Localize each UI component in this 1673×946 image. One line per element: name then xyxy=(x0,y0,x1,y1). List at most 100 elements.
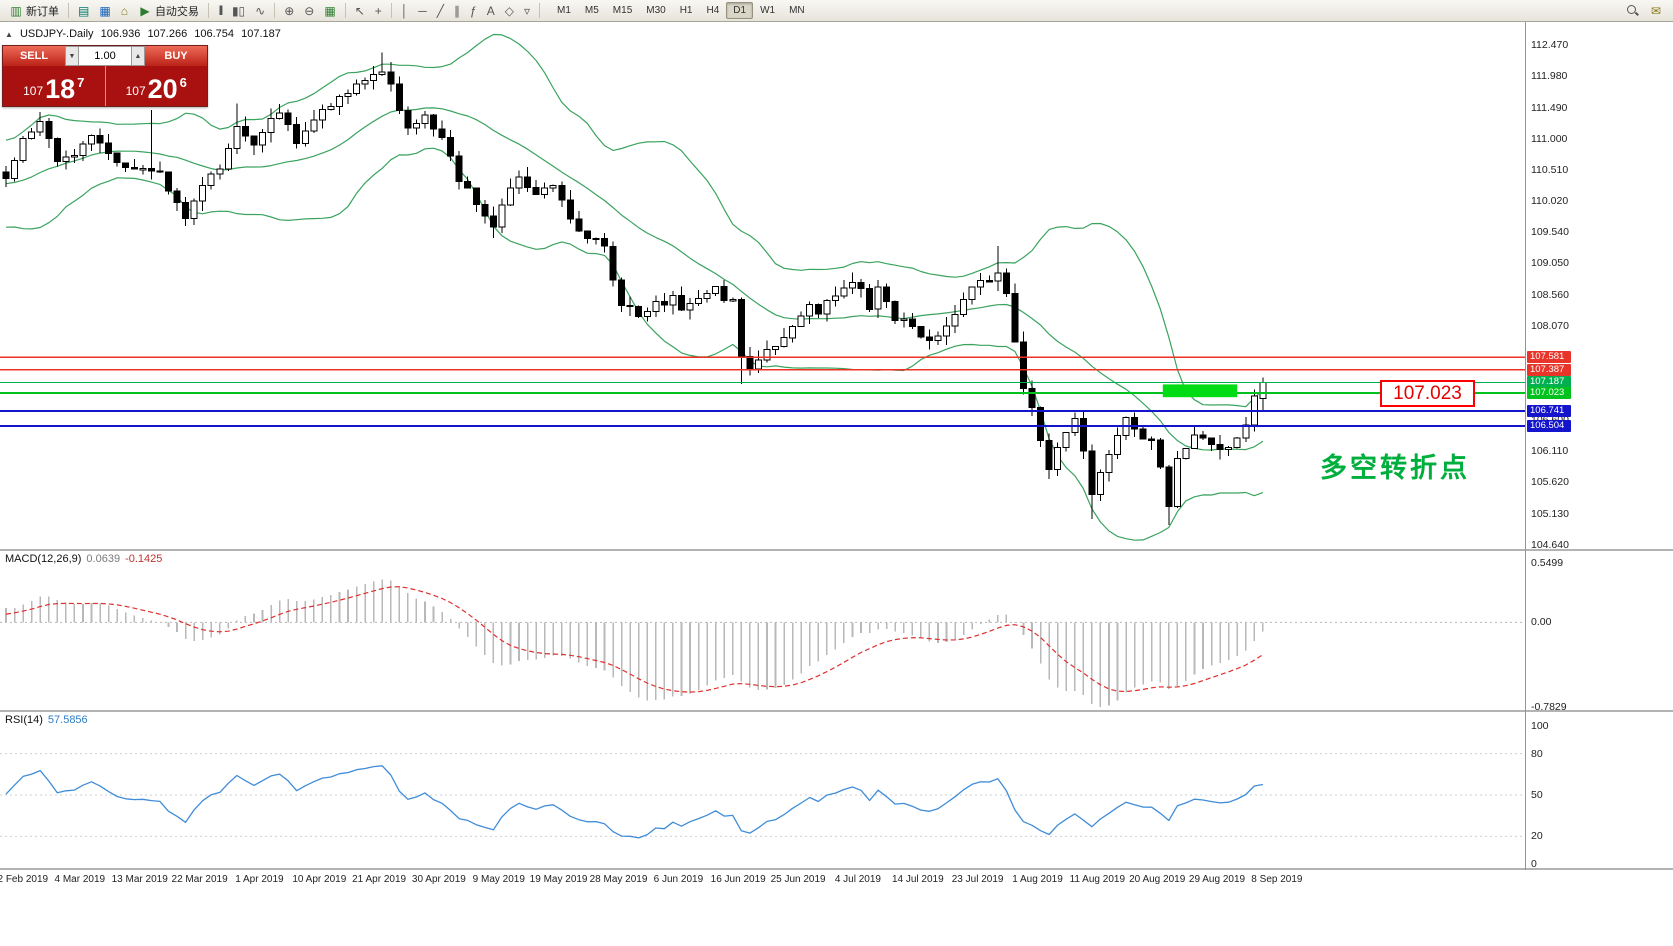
price-axis-label: 109.540 xyxy=(1531,226,1569,239)
collapse-icon[interactable]: ▲ xyxy=(5,30,13,39)
text-tool-icon[interactable]: A xyxy=(486,3,495,18)
arrows-tool-icon[interactable]: ▿ xyxy=(523,3,530,18)
price-axis-label: 104.640 xyxy=(1531,539,1569,551)
mail-icon[interactable]: ✉ xyxy=(1650,3,1662,18)
price-axis: 112.470 111.980 111.490 111.000 110.510 110.0… xyxy=(1526,22,1673,551)
price-annotation-box[interactable]: 107.023 xyxy=(1380,380,1475,407)
price-tag: 106.504 xyxy=(1527,420,1571,432)
data-window-icon[interactable]: ▦ xyxy=(99,3,111,18)
macd-axis-label: 0.5499 xyxy=(1531,557,1564,569)
trendline-tool-icon[interactable]: ╱ xyxy=(436,3,445,18)
timeframe-w1[interactable]: W1 xyxy=(760,5,776,16)
volume-input[interactable]: 1.00 xyxy=(79,46,131,66)
rsi-axis: 100 80 50 20 0 xyxy=(1526,712,1673,870)
buy-button[interactable]: BUY xyxy=(145,46,207,66)
price-tag: 106.741 xyxy=(1527,404,1571,417)
date-label: 19 May 2019 xyxy=(529,874,588,885)
rsi-name: RSI(14) xyxy=(5,714,43,726)
macd-name: MACD(12,26,9) xyxy=(5,553,82,565)
bollinger-bands xyxy=(5,33,1264,541)
ohlc-close: 107.187 xyxy=(241,28,281,40)
crosshair-icon[interactable]: + xyxy=(374,3,382,18)
sell-price-display[interactable]: 107 18 7 xyxy=(3,66,105,106)
vertical-line-tool-icon[interactable]: │ xyxy=(400,3,409,18)
new-order-label: 新订单 xyxy=(26,5,59,18)
price-axis-label: 108.070 xyxy=(1531,320,1569,332)
zoom-in-icon[interactable]: ⊕ xyxy=(284,3,295,18)
date-label: 30 Apr 2019 xyxy=(411,874,466,885)
buy-price-big: 20 xyxy=(147,74,178,105)
line-chart-icon[interactable]: ∿ xyxy=(255,3,266,18)
cursor-icon[interactable]: ↖ xyxy=(354,3,365,18)
timeframe-h1[interactable]: H1 xyxy=(679,5,693,16)
zoom-out-icon[interactable]: ⊖ xyxy=(304,3,315,18)
macd-header: MACD(12,26,9) 0.0639 -0.1425 xyxy=(5,553,167,565)
new-order-button[interactable]: ▥ 新订单 xyxy=(4,2,64,20)
shapes-tool-icon[interactable]: ◇ xyxy=(504,3,514,18)
timeframe-group: M1 M5 M15 M30 H1 H4 D1 W1 MN xyxy=(550,2,812,19)
price-axis-label: 112.470 xyxy=(1531,39,1569,51)
rsi-axis-label: 80 xyxy=(1531,747,1543,760)
timeframe-m5[interactable]: M5 xyxy=(584,5,599,16)
horizontal-level-lines[interactable] xyxy=(0,356,1525,427)
date-label: 21 Apr 2019 xyxy=(352,874,407,885)
timeframe-mn[interactable]: MN xyxy=(789,5,805,16)
date-label: 1 Aug 2019 xyxy=(1012,874,1063,885)
rsi-header: RSI(14) 57.5856 xyxy=(5,714,93,726)
price-tag: 107.581 xyxy=(1527,351,1571,364)
rsi-axis-label: 0 xyxy=(1531,858,1537,870)
rsi-line xyxy=(5,765,1264,839)
timeframe-h4[interactable]: H4 xyxy=(706,5,720,16)
date-label: 20 Aug 2019 xyxy=(1129,874,1186,885)
timeframe-m30[interactable]: M30 xyxy=(646,5,666,16)
volume-down-button[interactable]: ▼ xyxy=(65,46,79,66)
market-watch-icon[interactable]: ▤ xyxy=(78,3,90,18)
auto-trading-button[interactable]: ▶ 自动交易 xyxy=(133,2,204,20)
sell-button[interactable]: SELL xyxy=(3,46,65,66)
date-label: 11 Aug 2019 xyxy=(1069,874,1126,885)
price-axis-label: 111.980 xyxy=(1531,70,1568,83)
symbol-period-label: USDJPY-.Daily xyxy=(19,28,94,40)
date-label: 28 May 2019 xyxy=(589,874,648,885)
candlestick-chart-icon[interactable]: ▮▯ xyxy=(231,3,246,18)
timeframe-m15[interactable]: M15 xyxy=(612,5,633,16)
toolbar-separator xyxy=(344,3,346,18)
buy-price-display[interactable]: 107 20 6 xyxy=(106,66,208,106)
timeframe-d1[interactable]: D1 xyxy=(726,2,754,19)
turning-point-annotation[interactable]: 多空转折点 xyxy=(1320,453,1470,483)
toolbar-separator xyxy=(207,3,209,18)
trade-panel-divider xyxy=(104,66,106,106)
panel-separator[interactable] xyxy=(0,549,1673,551)
fibonacci-tool-icon[interactable]: ƒ xyxy=(470,3,477,18)
highlight-rectangle[interactable] xyxy=(1162,384,1238,398)
rsi-axis-label: 100 xyxy=(1531,720,1549,732)
macd-panel[interactable] xyxy=(0,551,1525,710)
horizontal-line-tool-icon[interactable]: ─ xyxy=(418,3,427,18)
rsi-panel[interactable] xyxy=(0,712,1525,868)
macd-signal-value: -0.1425 xyxy=(125,553,163,565)
price-axis-label: 108.560 xyxy=(1531,288,1569,301)
toolbar: ▥ 新订单 ▤ ▦ ⌂ ▶ 自动交易 ||| ▮▯ ∿ ⊕ ⊖ ▦ ↖ + │ … xyxy=(0,0,1673,22)
panel-separator[interactable] xyxy=(0,710,1673,712)
timeframe-m1[interactable]: M1 xyxy=(556,5,571,16)
channel-tool-icon[interactable]: ∥ xyxy=(454,3,461,18)
bar-chart-icon[interactable]: ||| xyxy=(218,4,223,16)
ohlc-high: 107.266 xyxy=(147,28,188,40)
ohlc-low: 106.754 xyxy=(194,28,235,40)
macd-axis: 0.5499 0.00 -0.7829 xyxy=(1526,551,1673,713)
axis-border xyxy=(1525,22,1526,870)
date-label: 16 Jun 2019 xyxy=(710,874,766,885)
search-icon[interactable] xyxy=(1626,4,1639,17)
date-label: 1 Apr 2019 xyxy=(235,874,284,885)
price-chart[interactable] xyxy=(0,22,1525,549)
navigator-icon[interactable]: ⌂ xyxy=(120,3,128,18)
grid-icon[interactable]: ▦ xyxy=(324,3,336,18)
sell-price-big: 18 xyxy=(45,74,76,105)
buy-price-prefix: 107 xyxy=(125,84,146,98)
date-label: 4 Jul 2019 xyxy=(834,874,881,885)
volume-up-button[interactable]: ▲ xyxy=(131,46,145,66)
candles-series xyxy=(2,52,1267,526)
toolbar-separator xyxy=(68,3,69,18)
price-axis-label: 111.000 xyxy=(1531,132,1568,145)
